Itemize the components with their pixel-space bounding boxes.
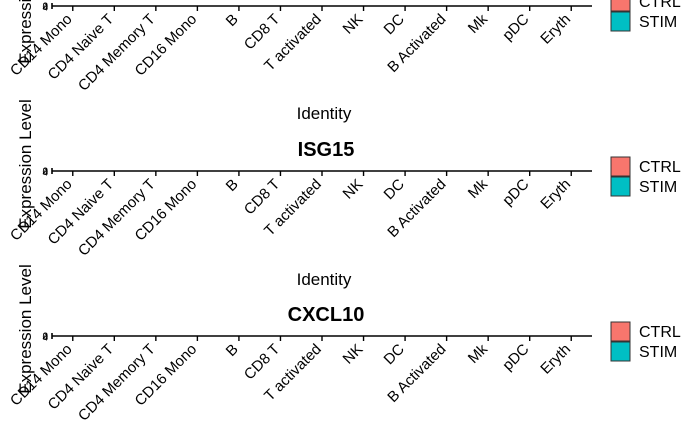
legend-label: STIM xyxy=(639,179,677,196)
legend-swatch xyxy=(610,11,631,32)
x-axis-label: Identity xyxy=(297,270,352,289)
x-tick-label: NK xyxy=(340,176,367,203)
x-tick-label: Eryth xyxy=(537,341,574,378)
panel-title: CXCL10 xyxy=(288,304,365,326)
legend-swatch xyxy=(610,0,631,12)
legend-label: STIM xyxy=(639,14,677,31)
x-tick-label: B xyxy=(223,341,242,360)
y-tick-label: 0 xyxy=(42,332,48,343)
legend-label: CTRL xyxy=(639,324,681,341)
x-tick-label: B xyxy=(223,11,242,30)
legend-swatch xyxy=(610,156,631,177)
x-tick-label: Eryth xyxy=(537,11,574,48)
x-tick-label: pDC xyxy=(499,11,532,44)
legend-swatch xyxy=(610,176,631,197)
legend-label: CTRL xyxy=(639,159,681,176)
legend-label: CTRL xyxy=(639,0,681,11)
x-tick-label: DC xyxy=(381,176,408,203)
legend-swatch xyxy=(610,341,631,362)
x-tick-label: NK xyxy=(340,11,367,38)
y-tick-label: 2 xyxy=(42,166,48,177)
y-axis-label: Expression Level xyxy=(16,0,35,64)
y-tick-label: 0 xyxy=(42,2,48,13)
x-tick-label: DC xyxy=(381,341,408,368)
x-tick-label: pDC xyxy=(499,341,532,374)
y-axis-label: Expression Level xyxy=(16,264,35,393)
legend-label: STIM xyxy=(639,344,677,361)
y-tick-label: 4 xyxy=(42,333,48,344)
y-tick-label: 2 xyxy=(42,331,48,342)
x-tick-label: NK xyxy=(340,341,367,368)
legend-swatch xyxy=(610,321,631,342)
x-tick-label: B xyxy=(223,176,242,195)
x-tick-label: Mk xyxy=(465,10,492,37)
x-tick-label: Eryth xyxy=(537,176,574,213)
y-tick-label: 4 xyxy=(42,3,48,14)
x-tick-label: Mk xyxy=(465,175,492,202)
x-axis-label: Identity xyxy=(297,104,352,123)
y-axis-label: Expression Level xyxy=(16,99,35,228)
y-tick-label: 0 xyxy=(42,167,48,178)
x-tick-label: DC xyxy=(381,11,408,38)
x-tick-label: Mk xyxy=(465,340,492,367)
x-tick-label: pDC xyxy=(499,176,532,209)
y-tick-label: 2 xyxy=(42,1,48,12)
y-tick-label: 4 xyxy=(42,168,48,179)
panel-title: ISG15 xyxy=(298,139,355,161)
